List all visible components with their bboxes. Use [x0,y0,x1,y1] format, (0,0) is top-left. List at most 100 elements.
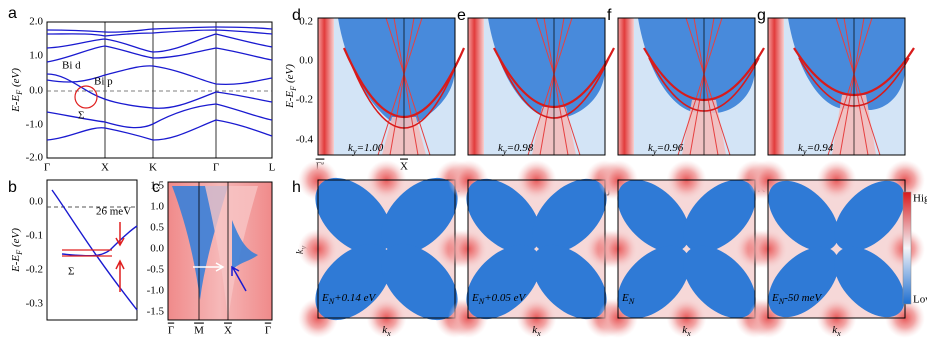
map-annotation: EN+0.05 eV [471,292,527,307]
panel-label: g [757,7,766,24]
panel-label: h [292,179,301,196]
panel-a-plot [46,21,273,159]
y-tick-label: 0.0 [29,196,43,208]
map-petal [683,179,756,253]
map-red-strip [768,18,784,155]
x-tick-label: X [400,161,408,173]
y-tick-label: -0.3 [26,298,44,310]
map-annotation-part: E [621,292,629,304]
map-petal [683,245,756,319]
map-annotation-part: =1.00 [357,142,384,154]
map-blue-region [488,18,605,119]
x-axis-label: kx [832,324,841,339]
map-annotation-part: E [321,292,329,304]
y-tick-label: 0.0 [29,85,43,97]
y-tick-label: -0.1 [26,230,43,242]
map-petal [315,177,392,255]
y-tick-label: -0.2 [26,264,43,276]
map-annotation: EN-50 meV [771,292,822,307]
annotation: Σ [78,110,84,122]
fermi-map [448,160,625,338]
map-petal [381,177,458,255]
map-annotation-part: k [648,142,654,154]
map-frame [467,17,606,156]
panel-c-plot [167,181,273,321]
map-petal [834,246,905,318]
map-red-strip [318,18,334,155]
map-blue-region [788,18,905,111]
panel-b-plot [46,179,138,321]
x-axis-label-part: x [386,329,391,338]
spectrum-map [317,17,466,156]
band-line [377,17,431,156]
x-tick-label: Γ [44,162,50,174]
map-annotation-part: N [778,297,785,306]
map-annotation-part: =0.96 [657,142,684,154]
map-petal [532,178,607,254]
map-annotation-part: +0.14 eV [334,292,376,304]
x-tick-label: X [224,325,232,337]
map-annotation-part: =0.94 [807,142,834,154]
spectrum-map [617,17,765,156]
x-tick-label: K [149,162,157,174]
y-tick-label: 1.0 [150,201,164,213]
spectrum-map [467,17,615,156]
map-annotation-part: E [471,292,479,304]
map-petal [466,244,541,320]
fermi-map [748,160,925,338]
map-petal [466,178,541,254]
y-axis-label-part: (eV) [10,68,22,90]
map-red-strip [618,18,634,155]
x-tick-label: Γ [265,325,271,337]
y-tick-label: 0.0 [150,243,164,255]
map-annotation: ky=0.98 [498,142,534,157]
panel-label: f [607,7,612,24]
map-annotation: EN [621,292,635,307]
map-annotation-part: =0.98 [507,142,534,154]
y-tick-label: 0.0 [299,55,313,67]
y-tick-label: -0.4 [296,134,314,146]
map-petal [315,243,392,321]
map-petal [768,246,839,318]
y-tick-label: -2.0 [26,152,44,164]
panel-label: e [457,7,466,24]
panel-label: b [8,179,17,196]
y-axis-label-part: F [289,85,298,92]
map-annotation: EN+0.14 eV [321,292,377,307]
annotation: Bi p [94,76,113,88]
y-tick-label: -0.2 [296,94,313,106]
map-annotation: ky=1.00 [348,142,384,157]
band-line [827,17,881,156]
map-annotation: ky=0.94 [798,142,834,157]
map-annotation-part: k [798,142,804,154]
y-axis-label: E-EF (eV) [284,64,299,109]
panels-dynamic: abcdefghijk2.01.00.0-1.0-2.00.0-0.1-0.2-… [8,5,927,338]
y-axis-label-part: E-E [10,95,22,113]
map-annotation-part: E [771,292,779,304]
annotation: 26 meV [96,206,131,218]
map-blue-region [338,18,455,129]
x-axis-label-part: x [836,329,841,338]
map-red-strip [468,18,484,155]
y-tick-label: 0.2 [299,16,313,28]
y-axis-label-part: (eV) [284,64,296,86]
y-tick-label: -0.5 [147,264,165,276]
y-tick-label: 2.0 [29,16,43,28]
colorbar-label: Low [913,294,927,306]
y-axis-label: E-EF (eV) [10,68,25,113]
x-tick-label: Γ [168,325,174,337]
x-axis-label-part: k [532,324,538,336]
map-annotation-part: y [502,147,507,156]
map-petal [834,180,905,252]
y-axis-label-part: E-E [284,91,296,109]
map-annotation-part: -50 meV [784,292,822,304]
x-axis-label-part: k [832,324,838,336]
x-axis-label-part: k [682,324,688,336]
map-annotation-part: y [652,147,657,156]
map-blue-region [638,18,755,114]
y-tick-label: -1.0 [26,119,44,131]
map-annotation: ky=0.96 [648,142,684,157]
map-frame [617,17,756,156]
y-tick-label: 0.5 [150,222,164,234]
map-petal [381,243,458,321]
